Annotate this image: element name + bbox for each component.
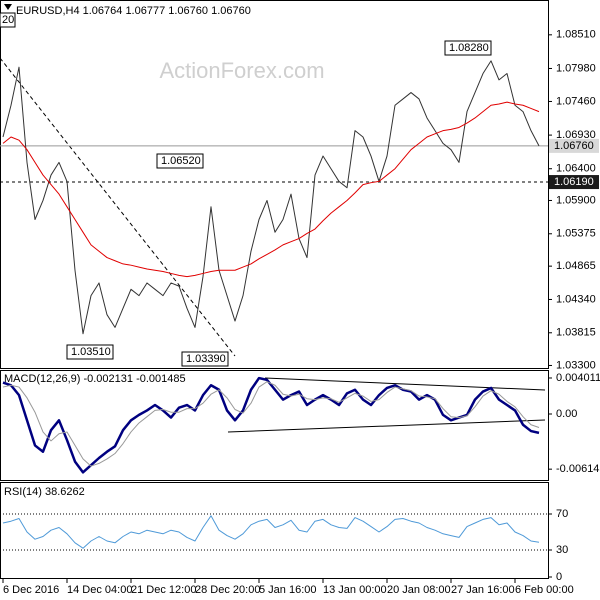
price-label-box xyxy=(549,175,599,190)
y-tick-label: 1.03300 xyxy=(556,359,596,371)
annotation-label: 1.03390 xyxy=(186,353,226,365)
x-tick-label: 6 Feb 00:00 xyxy=(515,584,574,596)
macd-panel xyxy=(0,370,549,481)
y-tick-label: 1.04865 xyxy=(556,260,596,272)
x-tick-label: 13 Jan 00:00 xyxy=(323,584,387,596)
y-tick-label: 0.004011 xyxy=(556,372,600,384)
panel-title: RSI(14) 38.6262 xyxy=(4,486,85,498)
price-panel xyxy=(0,0,549,369)
x-tick-label: 21 Dec 12:00 xyxy=(131,584,196,596)
annotation-box xyxy=(156,153,204,169)
series-line xyxy=(2,376,540,474)
trend-line xyxy=(227,419,546,433)
annotation-box xyxy=(0,12,16,28)
trend-line xyxy=(264,377,546,391)
series-line xyxy=(2,515,540,549)
annotation-label: 20 xyxy=(2,14,14,26)
y-tick-label: 1.07980 xyxy=(556,62,596,74)
rsi-panel xyxy=(0,482,549,579)
y-tick-label: 1.05375 xyxy=(556,228,596,240)
y-tick-label: 1.08510 xyxy=(556,29,596,41)
y-tick-label: 0.00 xyxy=(556,408,577,420)
annotation-label: 1.03510 xyxy=(71,346,111,358)
y-tick-label: 70 xyxy=(556,508,568,520)
x-tick-label: 5 Jan 16:00 xyxy=(259,584,317,596)
series-line xyxy=(2,381,540,467)
series-line xyxy=(2,101,540,278)
trend-line xyxy=(0,57,236,357)
y-tick-label: 0 xyxy=(556,571,562,583)
price-label-box xyxy=(549,138,599,153)
y-tick-label: 1.06930 xyxy=(556,129,596,141)
price-label: 1.06760 xyxy=(554,140,594,152)
series-line xyxy=(2,60,540,335)
y-tick-label: -0.006143 xyxy=(556,463,600,475)
x-tick-label: 6 Dec 2016 xyxy=(3,584,59,596)
annotation-box xyxy=(181,351,229,367)
y-tick-label: 1.07460 xyxy=(556,95,596,107)
annotation-label: 1.08280 xyxy=(449,42,489,54)
annotation-label: 1.06520 xyxy=(161,155,201,167)
y-tick-label: 1.04340 xyxy=(556,293,596,305)
chart-title: EURUSD,H4 1.06764 1.06777 1.06760 1.0676… xyxy=(16,5,251,17)
y-tick-label: 1.06400 xyxy=(556,163,596,175)
annotation-box xyxy=(444,40,492,56)
price-label: 1.06190 xyxy=(554,176,594,188)
menu-triangle xyxy=(4,4,12,10)
x-tick-label: 28 Dec 20:00 xyxy=(195,584,260,596)
y-tick-label: 30 xyxy=(556,544,568,556)
annotation-box xyxy=(66,344,114,360)
y-tick-label: 1.03815 xyxy=(556,327,596,339)
x-tick-label: 27 Jan 16:00 xyxy=(451,584,515,596)
watermark: ActionForex.com xyxy=(159,58,324,83)
panel-title: MACD(12,26,9) -0.002131 -0.001485 xyxy=(4,373,186,385)
x-tick-label: 20 Jan 08:00 xyxy=(387,584,451,596)
x-tick-label: 14 Dec 04:00 xyxy=(67,584,132,596)
y-tick-label: 1.05900 xyxy=(556,194,596,206)
